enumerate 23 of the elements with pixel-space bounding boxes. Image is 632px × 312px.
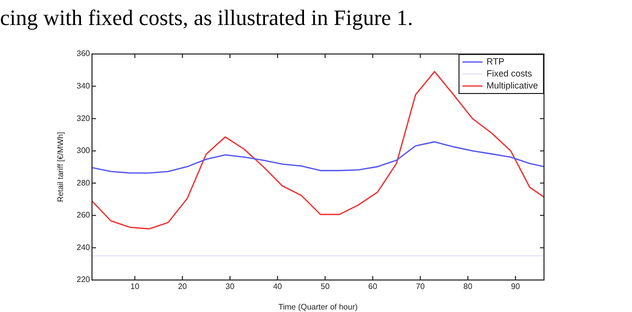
x-tick-label: 80 <box>463 282 473 292</box>
y-axis-title: Retail tariff [€/MWh] <box>56 132 66 202</box>
x-tick-label: 60 <box>368 282 378 292</box>
x-tick-label: 20 <box>178 282 188 292</box>
x-tick-label: 30 <box>226 282 235 292</box>
x-tick-label: 10 <box>130 282 140 292</box>
y-tick-label: 320 <box>76 114 91 123</box>
x-tick-label: 90 <box>511 282 520 292</box>
x-axis-title: Time (Quarter of hour) <box>278 302 358 312</box>
legend-label: Fixed costs <box>486 68 532 78</box>
legend-label: Multiplicative <box>486 80 538 90</box>
legend-label: RTP <box>486 56 504 66</box>
y-tick-label: 300 <box>76 146 91 156</box>
y-tick-label: 280 <box>76 178 91 188</box>
y-tick-label: 220 <box>76 275 91 284</box>
y-tick-label: 340 <box>76 81 91 90</box>
x-tick-label: 70 <box>416 282 426 292</box>
y-tick-label: 360 <box>76 49 91 58</box>
text: cing with fixed costs, as illustrated in Figure 1. <box>0 4 414 30</box>
y-tick-label: 260 <box>76 210 91 220</box>
x-tick-label: 50 <box>320 282 330 292</box>
x-tick-label: 40 <box>273 282 283 292</box>
y-tick-label: 240 <box>76 242 91 252</box>
